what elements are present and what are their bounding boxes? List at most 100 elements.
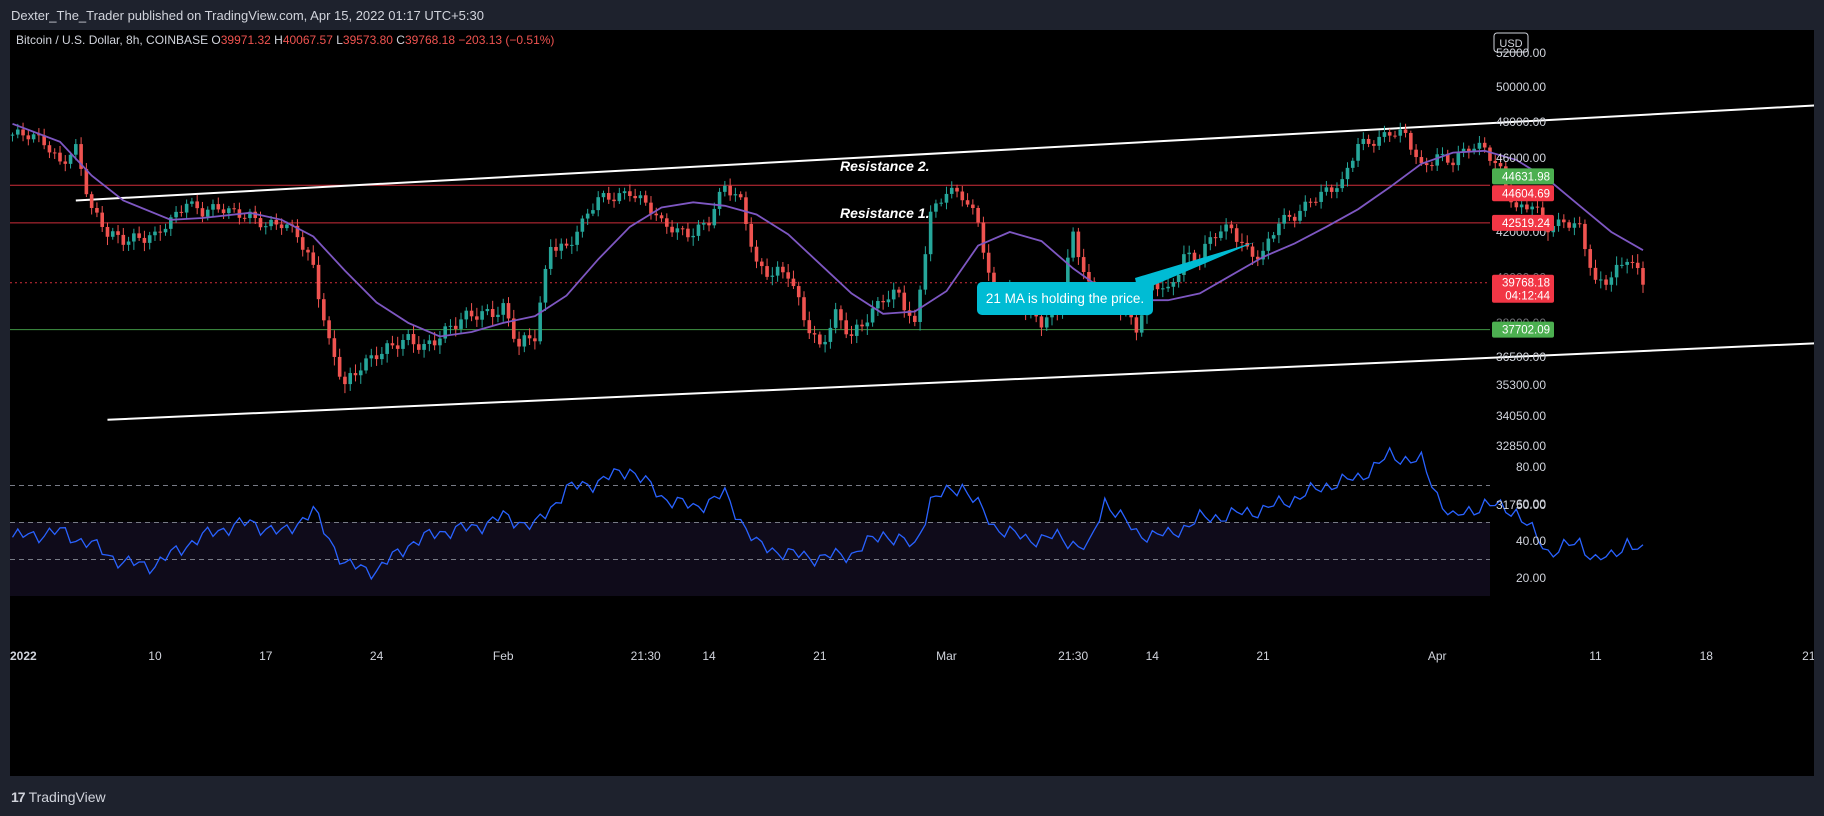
bearish-candle <box>137 233 141 238</box>
bullish-candle <box>828 327 833 342</box>
bearish-candle <box>1308 201 1313 203</box>
bearish-candle <box>374 355 379 360</box>
bullish-candle <box>348 373 353 385</box>
bullish-candle <box>733 194 738 196</box>
chart-background <box>10 30 1814 776</box>
bullish-candle <box>443 326 447 339</box>
bullish-candle <box>496 314 500 318</box>
bearish-candle <box>89 194 94 208</box>
bullish-candle <box>485 309 490 312</box>
bullish-candle <box>1335 188 1339 192</box>
bullish-candle <box>1298 210 1302 221</box>
bullish-candle <box>1620 264 1624 266</box>
bullish-candle <box>1261 250 1265 260</box>
rsi-tick-label: 40.00 <box>1516 534 1546 548</box>
bearish-candle <box>1229 224 1234 229</box>
price-tick-label: 35300.00 <box>1496 378 1546 392</box>
bullish-candle <box>1266 238 1271 251</box>
bullish-candle <box>68 154 73 164</box>
bullish-candle <box>939 202 943 204</box>
bullish-candle <box>617 193 622 202</box>
bearish-candle <box>1087 271 1091 282</box>
bullish-candle <box>928 211 933 255</box>
bearish-candle <box>105 226 110 237</box>
bullish-candle <box>1324 187 1329 192</box>
bullish-candle <box>548 246 553 269</box>
bullish-candle <box>1166 286 1170 289</box>
bearish-candle <box>955 187 959 192</box>
tradingview-logo[interactable]: 17 TradingView <box>11 789 106 805</box>
bullish-candle <box>770 275 775 277</box>
rsi-line <box>11 446 1644 581</box>
bullish-candle <box>775 266 780 276</box>
bullish-candle <box>1472 148 1476 152</box>
chart-canvas[interactable]: USD52000.0050000.0048000.0046000.0044000… <box>10 30 1824 776</box>
bearish-candle <box>279 224 284 229</box>
bearish-candle <box>1250 246 1255 257</box>
bearish-candle <box>1081 257 1086 272</box>
legend-open: 39971.32 <box>221 33 274 47</box>
bearish-candle <box>100 212 105 227</box>
chart-frame[interactable]: USD52000.0050000.0048000.0046000.0044000… <box>10 30 1824 776</box>
bearish-candle <box>1329 187 1334 192</box>
price-label-box <box>1492 321 1554 338</box>
bearish-candle <box>902 292 907 311</box>
bullish-candle <box>570 244 574 246</box>
price-label-countdown: 04:12:44 <box>1505 291 1550 303</box>
price-label-value: 42519.24 <box>1502 218 1551 230</box>
bearish-candle <box>781 266 785 273</box>
time-tick-label: Apr <box>1428 649 1447 663</box>
bearish-candle <box>659 215 664 219</box>
bearish-candle <box>633 195 637 199</box>
currency-badge <box>1493 32 1529 53</box>
bearish-candle <box>738 194 743 198</box>
legend-high: 40067.57 <box>283 33 336 47</box>
bullish-candle <box>823 341 827 345</box>
price-label-box <box>1492 214 1554 231</box>
bullish-candle <box>543 268 548 303</box>
bearish-candle <box>195 201 199 209</box>
bullish-candle <box>638 195 643 199</box>
price-tick-label: 46000.00 <box>1496 151 1546 165</box>
bearish-candle <box>1234 228 1239 242</box>
bearish-candle <box>411 334 416 345</box>
bearish-candle <box>1255 256 1260 260</box>
bearish-candle <box>680 228 685 230</box>
bullish-candle <box>126 241 131 245</box>
bearish-candle <box>986 252 991 273</box>
bearish-candle <box>1514 202 1519 208</box>
bearish-candle <box>1292 216 1297 221</box>
bearish-candle <box>1562 219 1566 223</box>
bullish-candle <box>248 211 252 219</box>
price-label-box <box>1492 274 1554 303</box>
bearish-candle <box>469 310 474 317</box>
bearish-candle <box>432 340 437 346</box>
time-tick-label: 14 <box>702 649 716 663</box>
bearish-candle <box>844 320 849 335</box>
bullish-candle <box>1044 317 1049 328</box>
legend-h-label: H <box>274 33 283 47</box>
time-tick-label: 21:30 <box>631 649 661 663</box>
bullish-candle <box>854 324 859 336</box>
bearish-candle <box>1525 204 1529 210</box>
bullish-candle <box>459 319 463 329</box>
bullish-candle <box>448 325 453 327</box>
bearish-candle <box>527 335 532 339</box>
bullish-candle <box>1614 264 1619 278</box>
bullish-candle <box>559 243 564 251</box>
bearish-candle <box>1430 165 1434 167</box>
bearish-candle <box>26 135 31 140</box>
bullish-candle <box>358 370 363 376</box>
bearish-candle <box>417 344 421 350</box>
bearish-candle <box>1641 268 1645 285</box>
rsi-tick-label: 20.00 <box>1516 571 1546 585</box>
bearish-candle <box>511 318 516 339</box>
bearish-candle <box>52 152 57 154</box>
bearish-candle <box>1372 143 1376 146</box>
bearish-candle <box>643 195 648 203</box>
moving-average-line <box>12 122 1644 338</box>
ohlc-legend: Bitcoin / U.S. Dollar, 8h, COINBASE O399… <box>16 33 554 47</box>
bullish-candle <box>1625 261 1629 265</box>
price-label-value: 39768.18 <box>1502 278 1550 290</box>
legend-symbol: Bitcoin / U.S. Dollar, 8h, COINBASE <box>16 33 211 47</box>
